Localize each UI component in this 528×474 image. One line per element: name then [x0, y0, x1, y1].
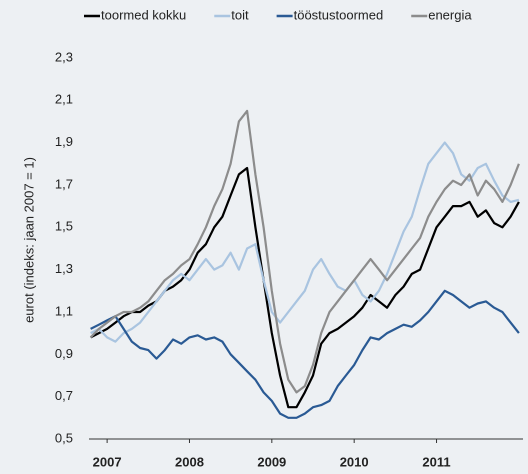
x-tick-label: 2011	[422, 454, 450, 469]
y-tick-label: 1,3	[55, 261, 73, 276]
y-axis-title: eurot (indeks: jaan 2007 = 1)	[21, 157, 36, 323]
x-tick-label: 2010	[340, 454, 369, 469]
y-tick-label: 0,5	[55, 430, 73, 445]
legend-label: tööstustoormed	[294, 7, 384, 22]
y-tick-label: 2,1	[55, 92, 73, 107]
legend-label: toormed kokku	[101, 7, 186, 22]
series-line	[90, 289, 520, 419]
x-tick-label: 2008	[175, 454, 204, 469]
y-tick-label: 0,9	[55, 346, 73, 361]
y-tick-label: 1,9	[55, 134, 73, 149]
legend-label: energia	[428, 7, 472, 22]
y-tick-label: 1,1	[55, 303, 73, 318]
x-tick-label: 2009	[257, 454, 286, 469]
y-tick-label: 1,5	[55, 219, 73, 234]
y-tick-label: 0,7	[55, 388, 73, 403]
series-line	[90, 141, 520, 343]
x-tick-label: 2007	[93, 454, 122, 469]
legend-label: toit	[231, 7, 249, 22]
series-line	[89, 109, 520, 394]
y-tick-label: 2,3	[55, 49, 73, 64]
y-tick-label: 1,7	[55, 176, 73, 191]
